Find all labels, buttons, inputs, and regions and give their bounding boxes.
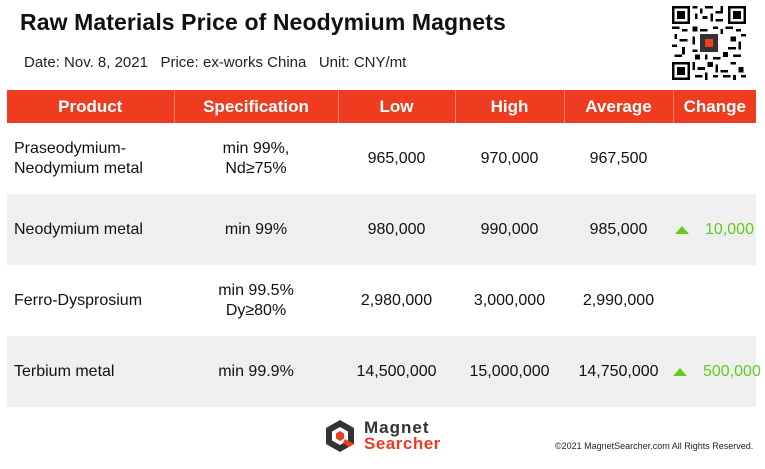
- page-title: Raw Materials Price of Neodymium Magnets: [20, 9, 506, 35]
- column-header-change: Change: [672, 90, 756, 123]
- qr-code-icon: [672, 6, 746, 80]
- table-row: Ferro-Dysprosium min 99.5% Dy≥80% 2,980,…: [7, 265, 756, 336]
- product-cell: Terbium metal: [7, 336, 174, 407]
- change-value: 500,000: [703, 362, 761, 380]
- average-price-cell: 985,000: [564, 194, 673, 265]
- copyright-text: ©2021 MagnetSearcher.com All Rights Rese…: [555, 441, 754, 451]
- change-up-indicator: 500,000: [673, 362, 761, 382]
- specification-cell: min 99.5% Dy≥80%: [174, 265, 338, 336]
- column-header-average: Average: [563, 90, 673, 123]
- column-header-specification: Specification: [173, 90, 338, 123]
- average-price-cell: 967,500: [564, 123, 673, 194]
- high-price-cell: 990,000: [455, 194, 564, 265]
- price-table: Product Specification Low High Average C…: [7, 90, 761, 407]
- low-price-cell: 14,500,000: [338, 336, 455, 407]
- table-row: Neodymium metal min 99% 980,000 990,000 …: [7, 194, 756, 265]
- triangle-up-icon: [673, 367, 687, 376]
- change-up-indicator: 10,000: [675, 220, 754, 240]
- table-row: Terbium metal min 99.9% 14,500,000 15,00…: [7, 336, 761, 407]
- magnet-searcher-logo: Magnet Searcher: [323, 419, 441, 453]
- magnet-searcher-logo-icon: [326, 420, 354, 452]
- low-price-cell: 965,000: [338, 123, 455, 194]
- specification-cell: min 99%: [174, 194, 338, 265]
- column-header-product: Product: [7, 90, 174, 123]
- change-cell: 10,000: [673, 194, 756, 265]
- product-name-line2: Neodymium metal: [14, 159, 143, 177]
- change-value: 10,000: [705, 220, 754, 238]
- high-price-cell: 970,000: [455, 123, 564, 194]
- high-price-cell: 3,000,000: [455, 265, 564, 336]
- column-header-high: High: [454, 90, 564, 123]
- spec-line2: Dy≥80%: [225, 301, 287, 319]
- specification-cell: min 99.9%: [174, 336, 338, 407]
- logo-text-line1: Magnet: [364, 418, 430, 437]
- page-subtitle: Date: Nov. 8, 2021 Price: ex-works China…: [24, 54, 407, 71]
- specification-cell: min 99%, Nd≥75%: [174, 123, 338, 194]
- average-price-cell: 14,750,000: [564, 336, 673, 407]
- product-cell: Ferro-Dysprosium: [7, 265, 174, 336]
- change-cell: [673, 265, 756, 336]
- column-header-low: Low: [337, 90, 455, 123]
- product-cell: Praseodymium- Neodymium metal: [7, 123, 174, 194]
- spec-line1: min 99%,: [222, 139, 290, 157]
- triangle-up-icon: [675, 225, 690, 234]
- product-cell: Neodymium metal: [7, 194, 174, 265]
- average-price-cell: 2,990,000: [564, 265, 673, 336]
- table-header-row: Product Specification Low High Average C…: [7, 90, 756, 123]
- spec-line2: Nd≥75%: [225, 159, 287, 177]
- change-cell: [673, 123, 756, 194]
- low-price-cell: 980,000: [338, 194, 455, 265]
- high-price-cell: 15,000,000: [455, 336, 564, 407]
- logo-text-line2: Searcher: [364, 434, 441, 453]
- spec-line1: min 99.5%: [218, 281, 294, 299]
- product-name-line1: Praseodymium-: [14, 139, 127, 157]
- table-row: Praseodymium- Neodymium metal min 99%, N…: [7, 123, 756, 194]
- low-price-cell: 2,980,000: [338, 265, 455, 336]
- change-cell: 500,000: [673, 336, 761, 407]
